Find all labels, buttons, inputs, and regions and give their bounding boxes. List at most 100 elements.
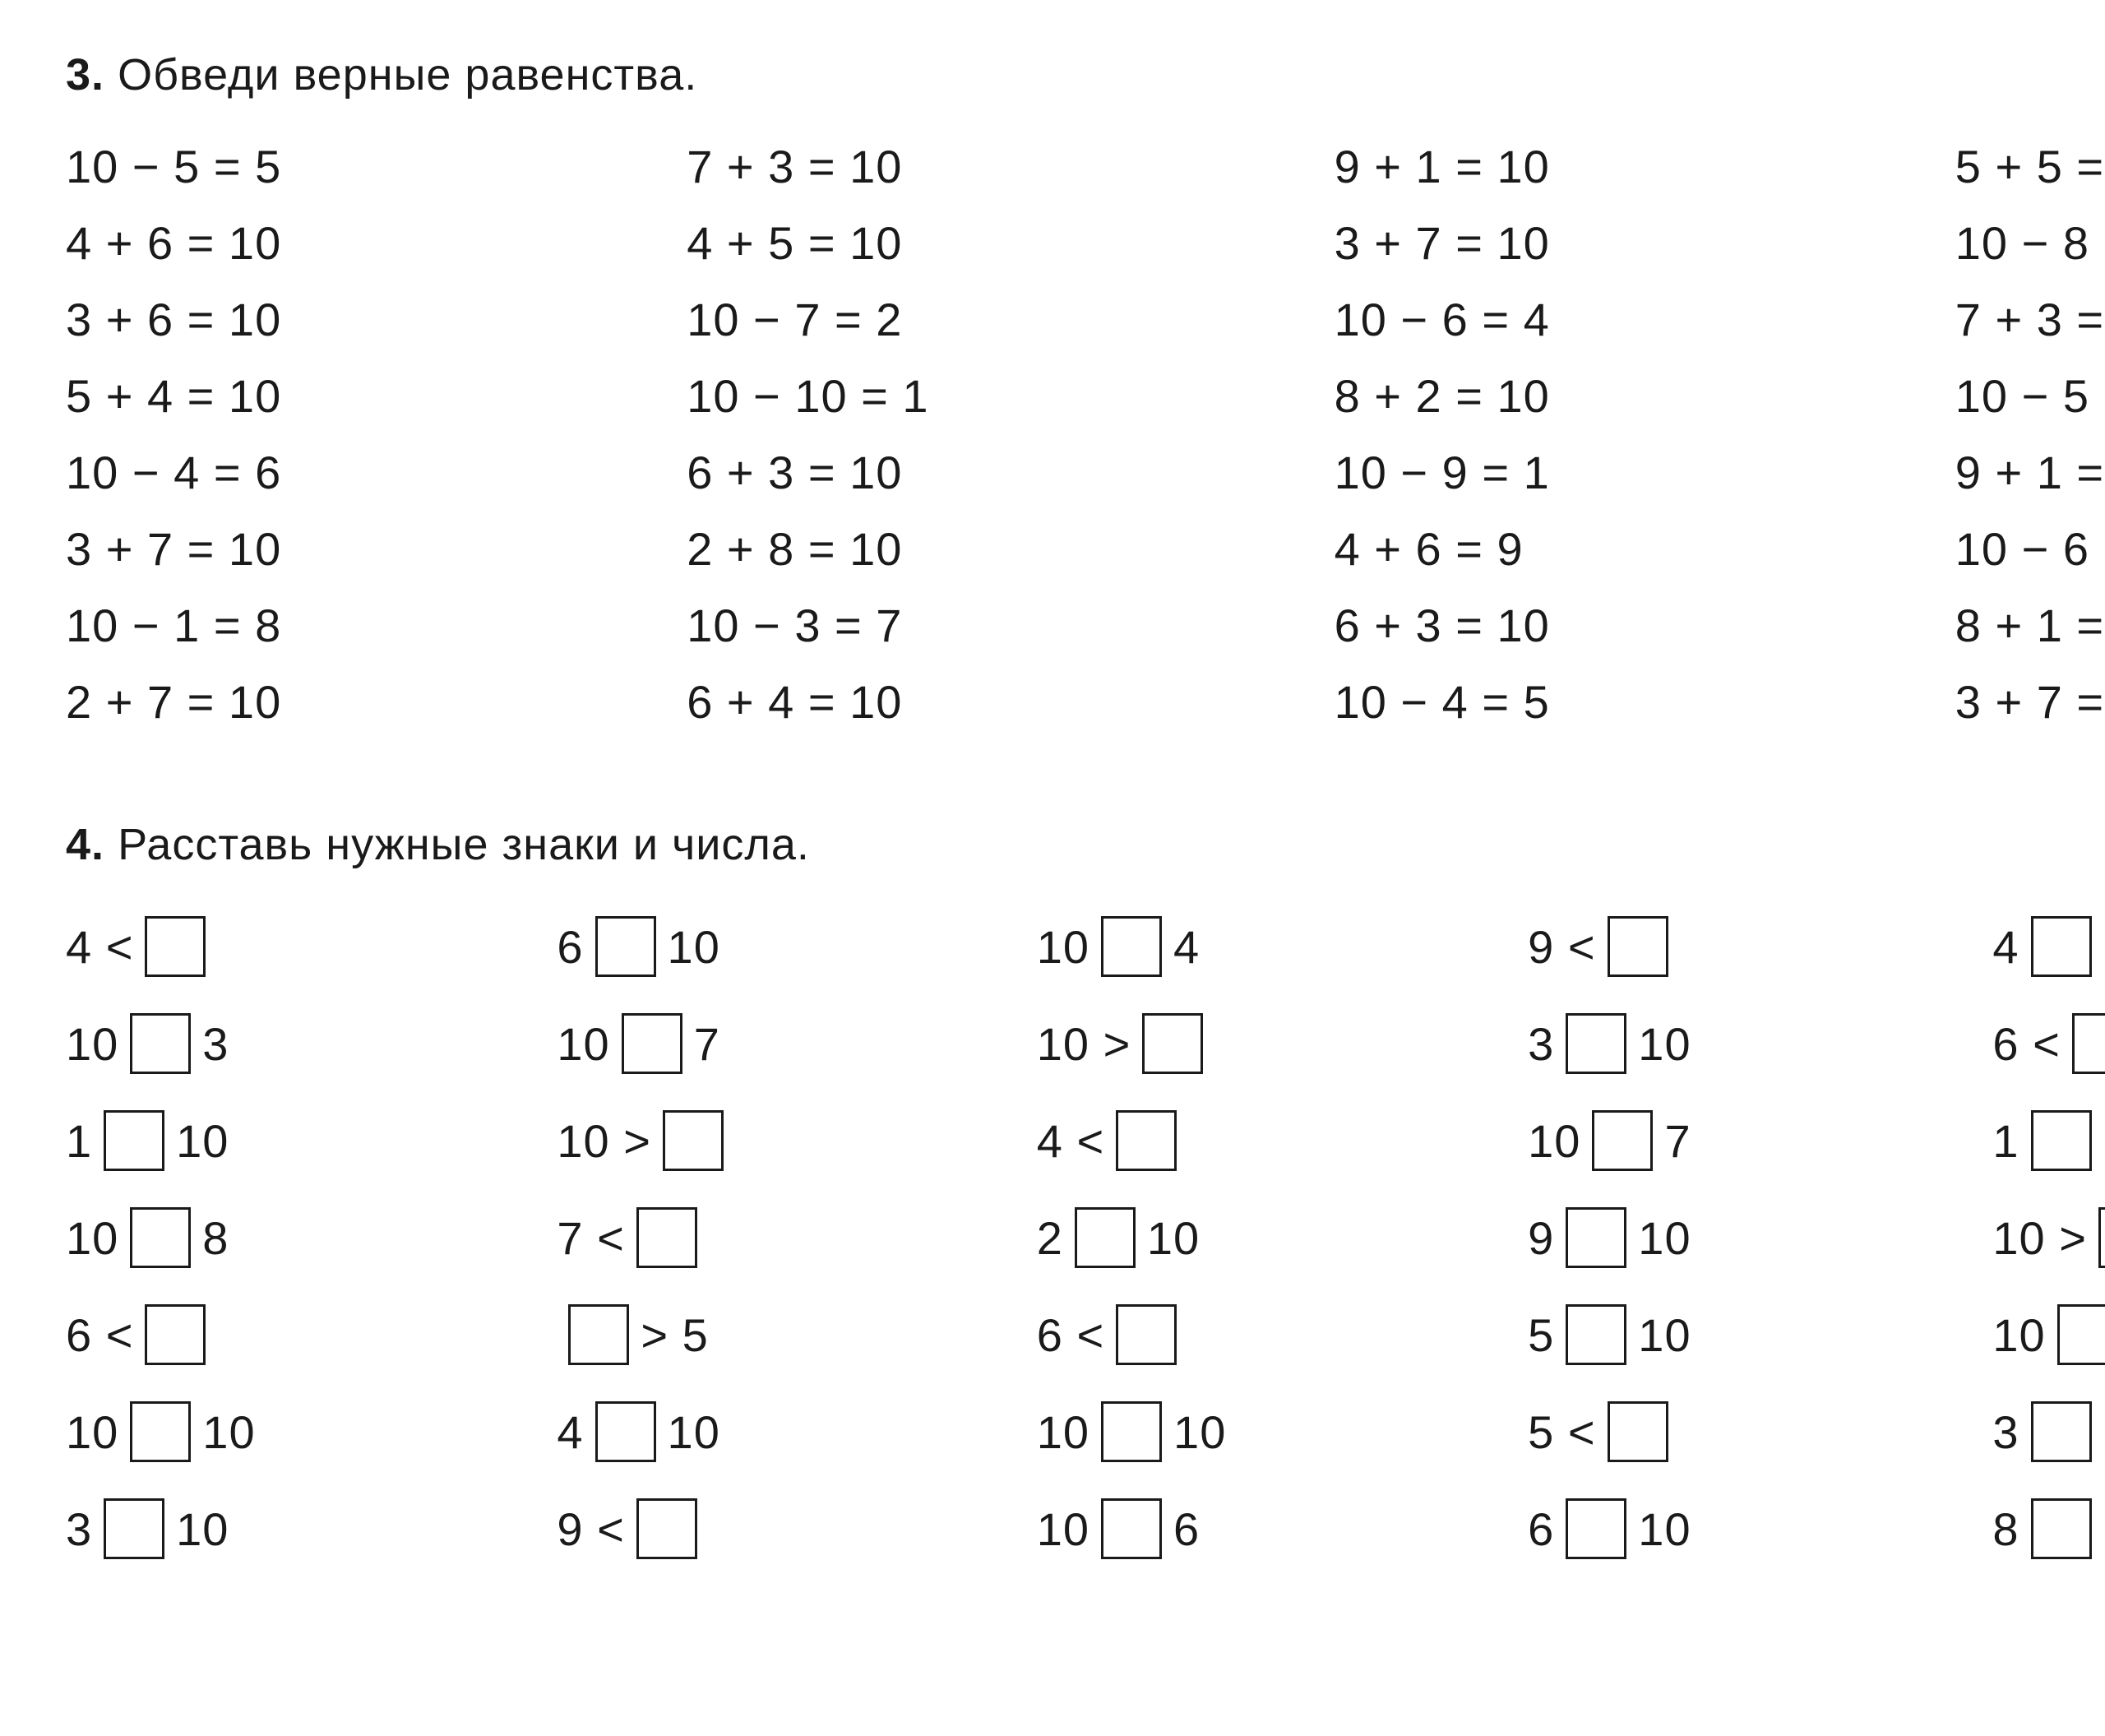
comparison-text: 9 < xyxy=(1528,920,1595,974)
comparison-text: 9 xyxy=(1528,1211,1554,1265)
comparison-text: 10 xyxy=(1037,920,1090,974)
answer-box[interactable] xyxy=(1142,1013,1203,1074)
comparison-text: 10 xyxy=(1528,1114,1580,1168)
equation-column: 10 − 5 = 54 + 6 = 103 + 6 = 105 + 4 = 10… xyxy=(66,140,281,729)
answer-box[interactable] xyxy=(622,1013,682,1074)
comparison-item: 10 > xyxy=(557,1104,735,1178)
comparison-item: > 5 xyxy=(557,1298,735,1372)
answer-box[interactable] xyxy=(636,1498,697,1559)
equation: 10 − 4 = 6 xyxy=(66,446,281,499)
answer-box[interactable] xyxy=(1101,1401,1162,1462)
answer-box[interactable] xyxy=(130,1013,191,1074)
answer-box[interactable] xyxy=(663,1110,724,1171)
comparison-text: 10 xyxy=(557,1017,609,1071)
comparison-text: 10 xyxy=(202,1405,255,1459)
comparison-item: 4 10 xyxy=(557,1395,735,1469)
comparison-item: 10 > xyxy=(1992,1201,2105,1275)
comparison-text: 10 xyxy=(1037,1405,1090,1459)
comparison-text: 4 < xyxy=(66,920,133,974)
comparison-text: 7 xyxy=(1664,1114,1691,1168)
answer-box[interactable] xyxy=(2031,1110,2092,1171)
comparison-item: 108 xyxy=(66,1201,256,1275)
answer-box[interactable] xyxy=(2072,1013,2105,1074)
answer-box[interactable] xyxy=(636,1207,697,1268)
answer-box[interactable] xyxy=(145,1304,206,1365)
comparison-item: 910 xyxy=(1528,1201,1691,1275)
answer-box[interactable] xyxy=(145,916,206,977)
answer-box[interactable] xyxy=(1566,1304,1626,1365)
equation: 3 + 7 = 10 xyxy=(1955,675,2105,729)
equation-column: 9 + 1 = 103 + 7 = 1010 − 6 = 48 + 2 = 10… xyxy=(1335,140,1550,729)
answer-box[interactable] xyxy=(1608,916,1668,977)
answer-box[interactable] xyxy=(104,1110,164,1171)
comparison-column: 4106 <11010 >101310810 xyxy=(1992,910,2105,1566)
equation: 3 + 7 = 10 xyxy=(66,522,281,576)
comparison-text: 10 xyxy=(176,1114,229,1168)
comparison-text: 3 xyxy=(1992,1405,2019,1459)
answer-box[interactable] xyxy=(568,1304,629,1365)
answer-box[interactable] xyxy=(104,1498,164,1559)
answer-box[interactable] xyxy=(1566,1013,1626,1074)
answer-box[interactable] xyxy=(2031,1401,2092,1462)
comparison-text: 10 xyxy=(1173,1405,1226,1459)
comparison-item: 6 < xyxy=(1037,1298,1227,1372)
comparison-column: 10410 >4 <2106 <1010106 xyxy=(1037,910,1227,1566)
comparison-item: 310 xyxy=(1992,1395,2105,1469)
answer-box[interactable] xyxy=(2057,1304,2105,1365)
equation: 10 − 3 = 7 xyxy=(687,599,928,652)
comparison-text: 6 xyxy=(1173,1502,1200,1556)
answer-box[interactable] xyxy=(1592,1110,1653,1171)
comparison-item: 103 xyxy=(66,1007,256,1081)
answer-box[interactable] xyxy=(595,1401,656,1462)
answer-box[interactable] xyxy=(1116,1304,1177,1365)
equation: 10 − 6 = 4 xyxy=(1335,293,1550,346)
comparison-item: 610 xyxy=(1528,1492,1691,1566)
answer-box[interactable] xyxy=(2098,1207,2105,1268)
comparison-item: 310 xyxy=(1528,1007,1691,1081)
comparison-text: 6 xyxy=(1528,1502,1554,1556)
equation: 10 − 7 = 2 xyxy=(687,293,928,346)
answer-box[interactable] xyxy=(2031,1498,2092,1559)
equation: 5 + 5 = 10 xyxy=(1955,140,2105,193)
comparison-column: 4 <1031101086 <1010310 xyxy=(66,910,256,1566)
equation: 9 + 1 = 10 xyxy=(1955,446,2105,499)
equation: 5 + 4 = 10 xyxy=(66,369,281,423)
exercise-3-columns: 10 − 5 = 54 + 6 = 103 + 6 = 105 + 4 = 10… xyxy=(66,140,2105,729)
answer-box[interactable] xyxy=(130,1401,191,1462)
equation: 8 + 2 = 10 xyxy=(1335,369,1550,423)
comparison-text: 10 xyxy=(668,1405,720,1459)
comparison-text: 2 xyxy=(1037,1211,1063,1265)
equation: 2 + 7 = 10 xyxy=(66,675,281,729)
answer-box[interactable] xyxy=(595,916,656,977)
comparison-text: 10 xyxy=(66,1405,118,1459)
equation: 9 + 1 = 10 xyxy=(1335,140,1550,193)
comparison-item: 10 7 xyxy=(1528,1104,1691,1178)
comparison-text: 5 < xyxy=(1528,1405,1595,1459)
comparison-item: 7 < xyxy=(557,1201,735,1275)
answer-box[interactable] xyxy=(1608,1401,1668,1462)
comparison-text: 10 xyxy=(1992,1308,2045,1362)
answer-box[interactable] xyxy=(1116,1110,1177,1171)
comparison-text: 10 > xyxy=(557,1114,651,1168)
comparison-text: 7 xyxy=(694,1017,720,1071)
comparison-text: 4 xyxy=(557,1405,583,1459)
answer-box[interactable] xyxy=(1075,1207,1136,1268)
answer-box[interactable] xyxy=(2031,916,2092,977)
equation: 10 − 5 = 5 xyxy=(66,140,281,193)
comparison-text: > 5 xyxy=(641,1308,708,1362)
equation: 10 − 9 = 1 xyxy=(1335,446,1550,499)
answer-box[interactable] xyxy=(1101,1498,1162,1559)
answer-box[interactable] xyxy=(1101,916,1162,977)
comparison-text: 10 xyxy=(66,1017,118,1071)
comparison-item: 4 < xyxy=(1037,1104,1227,1178)
comparison-text: 8 xyxy=(1992,1502,2019,1556)
comparison-item: 10 10 xyxy=(66,1395,256,1469)
equation: 10 − 4 = 5 xyxy=(1335,675,1550,729)
answer-box[interactable] xyxy=(1566,1207,1626,1268)
comparison-text: 10 xyxy=(1037,1502,1090,1556)
equation: 10 − 10 = 1 xyxy=(687,369,928,423)
comparison-text: 10 xyxy=(668,920,720,974)
comparison-item: 110 xyxy=(66,1104,256,1178)
answer-box[interactable] xyxy=(1566,1498,1626,1559)
answer-box[interactable] xyxy=(130,1207,191,1268)
